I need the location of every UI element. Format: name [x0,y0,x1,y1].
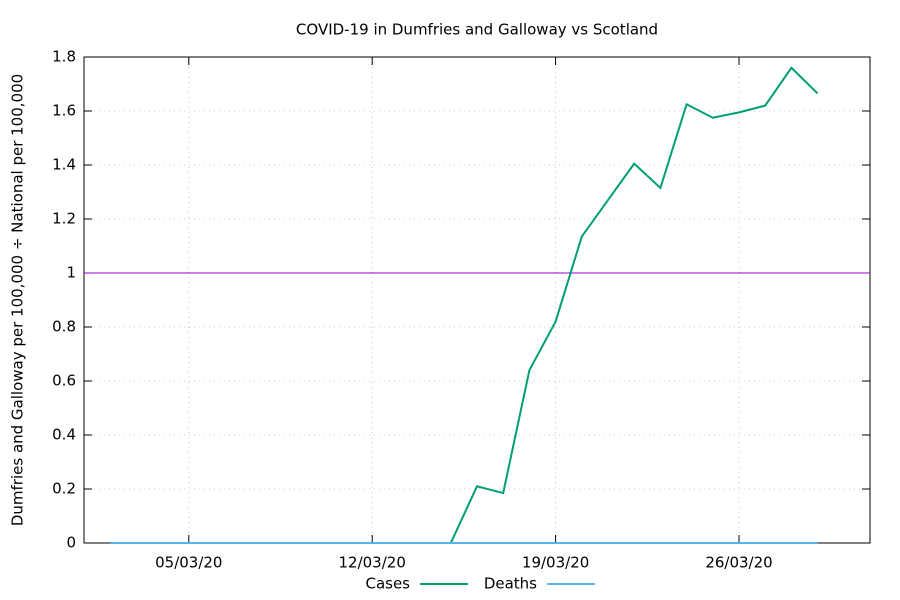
y-tick-label: 1.8 [52,48,76,66]
y-tick-label: 0.8 [52,318,76,336]
series-line [110,66,819,544]
legend-label: Cases [365,575,410,593]
x-tick-label: 26/03/20 [705,554,772,572]
plot-border [83,56,871,544]
chart-title: COVID-19 in Dumfries and Galloway vs Sco… [296,21,658,39]
x-tick-label: 05/03/20 [155,554,222,572]
y-tick-label: 0 [66,534,76,552]
y-tick-label: 0.4 [52,426,76,444]
x-tick-label: 19/03/20 [522,554,589,572]
legend-label: Deaths [484,575,537,593]
y-tick-label: 1 [66,264,76,282]
y-tick-label: 1.6 [52,102,76,120]
y-tick-label: 0.6 [52,372,76,390]
y-tick-label: 0.2 [52,480,76,498]
x-tick-label: 12/03/20 [339,554,406,572]
y-axis-label: Dumfries and Galloway per 100,000 ÷ Nati… [9,74,27,526]
y-tick-label: 1.2 [52,210,76,228]
y-tick-label: 1.4 [52,156,76,174]
